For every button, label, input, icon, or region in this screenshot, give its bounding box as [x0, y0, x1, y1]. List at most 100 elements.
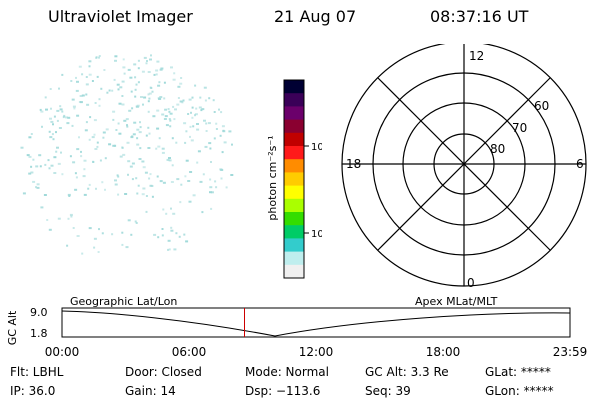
uv-speckle: [139, 126, 142, 129]
uv-speckle: [142, 187, 146, 190]
uv-speckle: [161, 151, 165, 154]
uv-speckle: [53, 156, 57, 159]
uv-speckle: [98, 55, 101, 57]
uv-speckle: [96, 141, 99, 144]
uv-speckle: [91, 136, 95, 139]
colorbar-block: [284, 159, 304, 173]
uv-speckle: [167, 248, 169, 251]
colorbar-blocks: [284, 80, 304, 279]
uv-speckle: [156, 175, 159, 178]
altitude-curve: [61, 310, 571, 337]
uv-speckle: [59, 105, 62, 108]
uv-speckle: [142, 166, 146, 169]
uv-speckle: [78, 65, 82, 68]
uv-speckle: [142, 103, 144, 106]
uv-speckle: [70, 80, 73, 82]
uv-speckle: [119, 86, 123, 89]
uv-speckle: [194, 84, 197, 87]
colorbar-block: [284, 225, 304, 239]
info-filter: Flt: LBHL: [10, 365, 64, 379]
uv-speckle: [184, 141, 187, 144]
uv-speckle: [75, 89, 79, 92]
uv-speckle: [83, 168, 86, 171]
uv-speckle: [100, 87, 103, 90]
uv-speckle: [103, 69, 106, 71]
uv-speckle: [133, 63, 137, 66]
uv-speckle: [183, 233, 186, 236]
uv-speckle: [71, 124, 74, 127]
uv-speckle: [114, 179, 117, 182]
uv-speckle: [127, 68, 131, 71]
uv-speckle: [148, 97, 151, 100]
uv-speckle: [111, 89, 114, 92]
uv-speckle: [200, 109, 203, 112]
uv-speckle: [185, 130, 188, 133]
uv-speckle: [67, 217, 70, 220]
uv-speckle: [158, 81, 161, 84]
uv-speckle: [61, 73, 64, 76]
uv-speckle: [39, 108, 42, 111]
uv-speckle: [165, 212, 168, 215]
uv-speckle: [189, 171, 193, 173]
uv-speckle: [82, 175, 86, 178]
uv-speckle: [116, 174, 119, 177]
uv-speckle: [197, 150, 201, 153]
uv-speckle: [52, 138, 55, 141]
colorbar-block: [284, 238, 304, 253]
uv-speckle: [131, 162, 135, 165]
uv-speckle: [81, 252, 84, 255]
uv-speckle: [177, 85, 181, 88]
colorbar-block: [284, 119, 304, 134]
uv-speckle: [115, 129, 118, 131]
uv-speckle: [137, 67, 140, 70]
info-gc-alt: GC Alt: 3.3 Re: [365, 365, 449, 379]
uv-speckle: [56, 146, 59, 149]
uv-speckle: [28, 136, 32, 139]
uv-speckle: [158, 137, 161, 140]
uv-speckle: [135, 177, 138, 180]
uv-speckle: [147, 100, 150, 103]
uv-speckle: [145, 134, 148, 137]
uv-speckle: [149, 184, 153, 187]
uv-speckle: [117, 175, 120, 178]
colorbar-block: [284, 146, 304, 160]
uv-speckle: [125, 246, 129, 249]
uv-speckle: [150, 54, 152, 57]
uv-speckle: [97, 251, 100, 253]
uv-speckle: [83, 159, 87, 162]
uv-speckle: [171, 137, 174, 140]
uv-speckle: [44, 163, 47, 166]
uv-speckle: [121, 231, 124, 234]
uv-speckle: [118, 132, 122, 135]
uv-speckle: [71, 98, 75, 101]
uv-speckle: [191, 106, 194, 109]
uv-speckle: [89, 116, 92, 119]
uv-speckle: [58, 87, 60, 90]
uv-speckle: [196, 161, 199, 164]
uv-speckle: [161, 228, 164, 230]
uv-speckle: [165, 124, 169, 127]
uv-speckle: [93, 237, 97, 240]
uv-speckle: [203, 86, 207, 89]
uv-speckle: [132, 133, 136, 136]
uv-speckle: [113, 78, 116, 81]
uv-speckle: [67, 193, 71, 196]
uv-speckle: [47, 159, 50, 162]
uv-speckle: [172, 105, 175, 108]
uv-speckle: [20, 146, 24, 149]
uv-speckle: [45, 108, 48, 111]
uv-speckle: [168, 118, 171, 120]
uv-speckle: [65, 116, 68, 119]
uv-speckle: [198, 106, 202, 109]
uv-speckle: [151, 90, 154, 93]
uv-speckle: [126, 141, 130, 144]
uv-speckle: [141, 70, 145, 73]
uv-speckle: [30, 133, 33, 135]
uv-speckle: [98, 104, 101, 107]
uv-speckle: [135, 222, 138, 224]
uv-speckle: [173, 72, 176, 75]
uv-speckle: [170, 226, 173, 229]
uv-speckle: [202, 173, 205, 176]
uv-speckle: [133, 121, 137, 124]
timeline-ytick-9: 9.0: [30, 306, 48, 319]
